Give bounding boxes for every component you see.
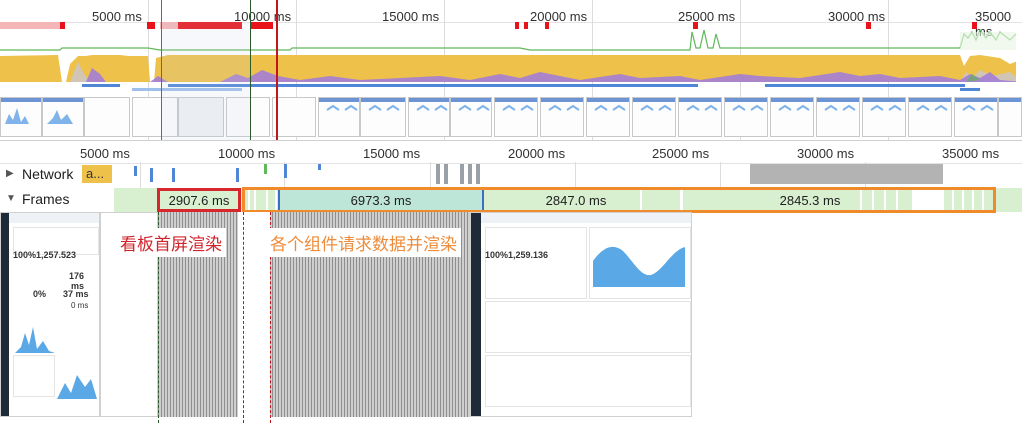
screenshot-thumbnail xyxy=(632,97,676,137)
frame-first-render[interactable]: 2907.6 ms xyxy=(157,188,241,212)
screenshot-thumbnail xyxy=(816,97,860,137)
screenshot-thumbnail xyxy=(678,97,722,137)
overview-selection[interactable] xyxy=(162,22,250,140)
fps-lane xyxy=(0,22,1022,30)
annotation-components-render: 各个组件请求数据并渲染 xyxy=(266,228,461,257)
network-request[interactable] xyxy=(134,166,137,176)
screenshot-thumbnail xyxy=(954,97,998,137)
network-request[interactable] xyxy=(460,164,464,184)
frames-track-background xyxy=(114,188,1022,212)
overview-tick: 15000 ms xyxy=(382,9,440,24)
network-track-label: Network xyxy=(22,166,74,182)
overview-ruler: 5000 ms 10000 ms 15000 ms 20000 ms 25000… xyxy=(0,0,1022,39)
load-marker xyxy=(270,212,272,423)
overview-tick: 20000 ms xyxy=(530,9,588,24)
load-marker xyxy=(276,0,278,140)
fps-chart xyxy=(0,28,1017,51)
frame-screenshot[interactable]: 100%1,257.523 176 ms 0% 37 ms 0 ms xyxy=(0,212,100,417)
stat-value: 176 xyxy=(69,271,85,281)
stat-value: ms xyxy=(71,281,85,291)
screenshot-thumbnail xyxy=(132,97,178,137)
overview-tick: 5000 ms xyxy=(92,9,142,24)
network-request[interactable] xyxy=(476,164,480,184)
frame[interactable]: 2845.3 ms xyxy=(720,188,900,212)
stat-value: 100%1,257.523 xyxy=(13,250,77,260)
screenshot-thumbnail xyxy=(178,97,224,137)
ruler-tick: 20000 ms xyxy=(508,146,566,161)
ruler-tick: 10000 ms xyxy=(218,146,276,161)
main-gridline xyxy=(140,162,141,188)
frame-duration: 2847.0 ms xyxy=(545,192,607,208)
dcl-marker xyxy=(243,212,245,423)
frames-track-label: Frames xyxy=(22,191,70,207)
screenshot-thumbnail xyxy=(770,97,814,137)
network-request[interactable] xyxy=(236,168,239,182)
screenshot-thumbnail xyxy=(0,97,42,137)
annotation-first-render: 看板首屏渲染 xyxy=(116,228,226,257)
components-render-highlight xyxy=(242,187,996,213)
network-request[interactable] xyxy=(172,168,175,182)
network-request-label: a... xyxy=(86,166,105,181)
ruler-tick: 15000 ms xyxy=(363,146,421,161)
screenshot-chart xyxy=(593,246,685,287)
screenshot-thumbnail xyxy=(450,97,492,137)
screenshot-thumbnail xyxy=(42,97,84,137)
main-gridline xyxy=(575,162,576,188)
screenshot-chart xyxy=(57,375,97,399)
stat-value: 0% xyxy=(33,289,47,299)
network-request[interactable] xyxy=(436,164,440,184)
stat-value: 100%1,259.136 xyxy=(485,250,549,260)
frame-duration: 2907.6 ms xyxy=(168,192,230,208)
network-request[interactable] xyxy=(318,164,321,170)
screenshot-chart xyxy=(15,327,55,353)
main-gridline xyxy=(720,162,721,188)
frame[interactable]: 2847.0 ms xyxy=(486,188,666,212)
network-request[interactable] xyxy=(750,164,943,184)
dcl-marker xyxy=(250,0,251,140)
main-ruler: 5000 ms 10000 ms 15000 ms 20000 ms 25000… xyxy=(0,140,1022,164)
frame-duration: 2845.3 ms xyxy=(779,192,841,208)
screenshot-thumbnail xyxy=(862,97,906,137)
screenshot-thumbnail xyxy=(908,97,952,137)
frame-duration: 6973.3 ms xyxy=(350,192,412,208)
selection-left-marker[interactable] xyxy=(161,0,162,140)
collapse-triangle-icon[interactable]: ▼ xyxy=(6,193,16,204)
ruler-tick: 5000 ms xyxy=(80,146,130,161)
overview-right-edge xyxy=(1016,52,1022,92)
screenshot-thumbnail xyxy=(998,97,1022,137)
screenshot-thumbnail xyxy=(540,97,584,137)
screenshot-thumbnail xyxy=(360,97,406,137)
stat-value: 0 ms xyxy=(71,301,89,310)
expand-triangle-icon[interactable]: ▶ xyxy=(6,168,14,179)
screenshot-thumbnail xyxy=(318,97,360,137)
screenshot-thumbnail xyxy=(724,97,768,137)
network-request[interactable] xyxy=(444,164,448,184)
dcl-marker xyxy=(158,212,160,423)
frames-track[interactable]: ▼ Frames xyxy=(0,188,1022,212)
network-request[interactable] xyxy=(284,164,287,178)
overview-tick: 30000 ms xyxy=(828,9,886,24)
ruler-tick: 35000 ms xyxy=(942,146,1000,161)
screenshot-thumbnail xyxy=(408,97,450,137)
network-overview xyxy=(0,84,1022,96)
network-request[interactable] xyxy=(468,164,472,184)
screenshot-thumbnail xyxy=(226,97,270,137)
network-request[interactable] xyxy=(150,168,153,182)
ruler-tick: 25000 ms xyxy=(652,146,710,161)
network-track[interactable]: ▶ Network a... xyxy=(0,162,1022,188)
main-gridline xyxy=(430,162,431,188)
ruler-tick: 30000 ms xyxy=(797,146,855,161)
cpu-chart xyxy=(0,55,1022,82)
overview-tick: 25000 ms xyxy=(678,9,736,24)
screenshot-thumbnail xyxy=(84,97,130,137)
timeline-overview[interactable]: 5000 ms 10000 ms 15000 ms 20000 ms 25000… xyxy=(0,0,1022,140)
frame-screenshot[interactable]: 100%1,259.136 xyxy=(470,212,692,417)
network-request[interactable] xyxy=(264,164,267,174)
stat-value: 37 ms xyxy=(63,289,89,299)
frame-selected[interactable]: 6973.3 ms xyxy=(278,188,484,212)
screenshot-thumbnail xyxy=(586,97,630,137)
screenshot-thumbnail xyxy=(272,97,316,137)
screenshot-thumbnail xyxy=(494,97,538,137)
network-request[interactable]: a... xyxy=(82,165,112,183)
